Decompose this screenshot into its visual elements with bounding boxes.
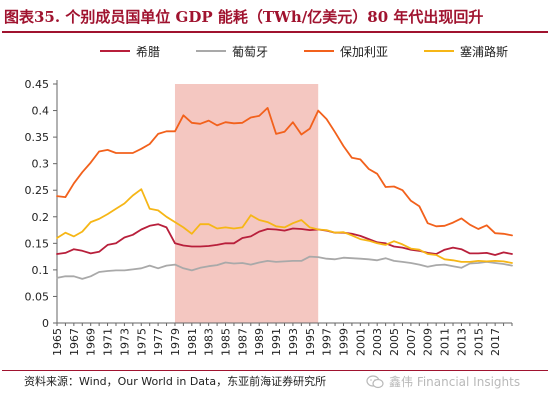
wechat-icon [366,374,384,388]
x-tick-label: 1965 [51,328,64,356]
legend-item-cyprus: 塞浦路斯 [424,43,508,60]
legend-item-portugal: 葡萄牙 [196,43,268,60]
y-tick-label: 0.2 [32,211,50,224]
y-tick-label: 0.45 [25,78,50,91]
y-tick-label: 0.25 [25,184,50,197]
y-tick-label: 0.15 [25,237,50,250]
legend-item-greece: 希腊 [100,43,160,60]
legend-label-portugal: 葡萄牙 [232,44,269,59]
series-line-greece [56,223,513,256]
watermark: 鑫伟 Financial Insights [366,373,520,390]
x-tick-label: 2015 [472,328,485,356]
x-tick-label: 1981 [186,328,199,356]
x-tick-label: 1975 [135,328,148,356]
series-line-cyprus [56,188,513,264]
x-tick-label: 1967 [68,328,81,356]
x-tick-label: 1973 [118,328,131,356]
title-divider [2,31,548,33]
legend-label-bulgaria: 保加利亚 [340,44,389,59]
x-tick-label: 2005 [388,328,401,356]
x-tick-label: 2011 [439,328,452,356]
x-tick-label: 1983 [203,328,216,356]
x-tick-label: 2001 [354,328,367,356]
legend-swatch-cyprus [424,50,455,52]
y-tick-label: 0.1 [32,264,50,277]
legend-swatch-greece [100,50,130,52]
x-tick-label: 1985 [220,328,233,356]
watermark-text: 鑫伟 Financial Insights [389,375,521,389]
x-tick-label: 1999 [337,328,350,356]
chart-title: 图表35. 个别成员国单位 GDP 能耗（TWh/亿美元）80 年代出现回升 [4,8,484,26]
y-tick-label: 0.3 [32,158,50,171]
x-tick-label: 1977 [152,328,165,356]
x-tick-label: 1979 [169,328,182,356]
x-tick-label: 1993 [287,328,300,356]
x-tick-label: 1971 [102,328,115,356]
series-line-bulgaria [56,107,513,237]
series-line-portugal [56,255,513,280]
x-tick-label: 1969 [85,328,98,356]
legend-swatch-bulgaria [304,50,335,52]
y-tick-label: 0 [42,317,49,330]
x-tick-label: 1987 [236,328,249,356]
x-tick-label: 2009 [422,328,435,356]
y-tick-label: 0.35 [25,131,50,144]
legend-label-greece: 希腊 [136,44,161,59]
legend-item-bulgaria: 保加利亚 [304,43,388,60]
x-tick-label: 2003 [371,328,384,356]
x-tick-label: 1989 [253,328,266,356]
x-tick-label: 2017 [489,328,502,356]
y-tick-label: 0.05 [25,290,50,303]
source-note: 资料来源：Wind，Our World in Data，东亚前海证券研究所 [24,375,327,388]
x-tick-label: 1997 [321,328,334,356]
chart-legend: 希腊 葡萄牙 保加利亚 塞浦路斯 [100,41,544,61]
source-divider [2,370,548,371]
x-tick-label: 1995 [304,328,317,356]
x-tick-label: 2007 [405,328,418,356]
x-tick-label: 1991 [270,328,283,356]
y-tick-label: 0.4 [32,105,50,118]
x-tick-label: 2013 [455,328,468,356]
legend-label-cyprus: 塞浦路斯 [460,44,509,59]
legend-swatch-portugal [196,50,227,52]
